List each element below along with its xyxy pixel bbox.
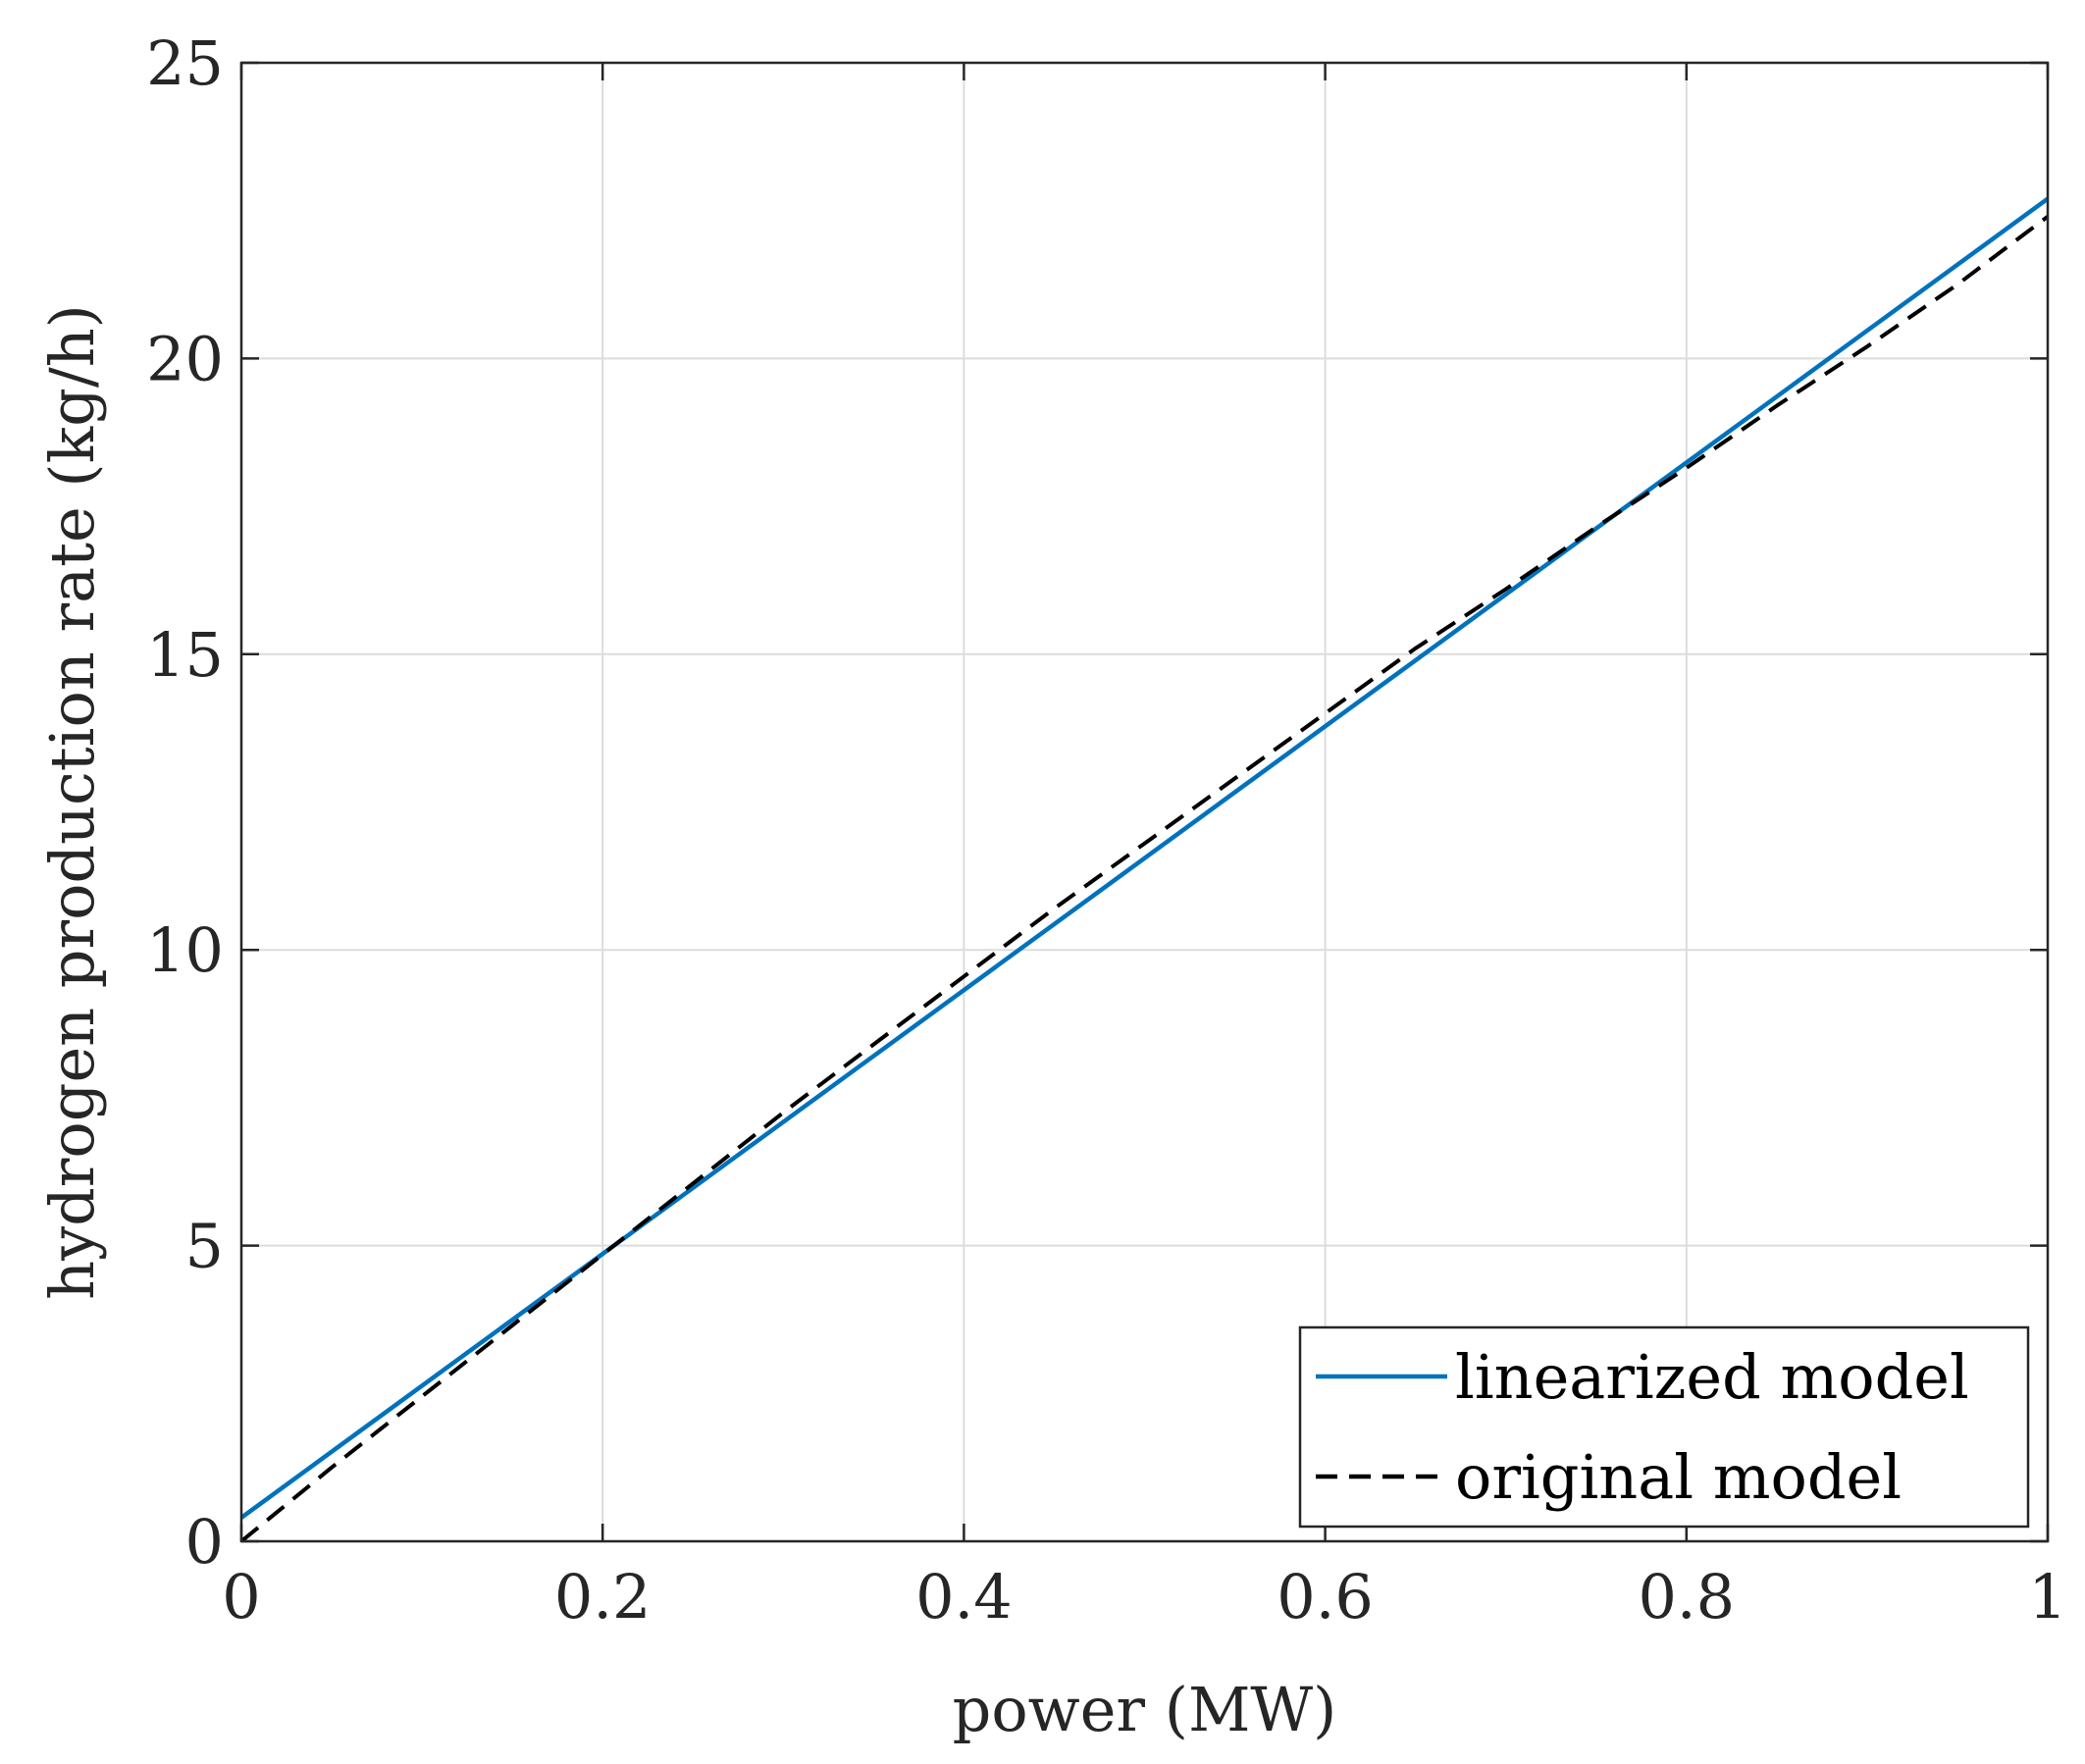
x-axis-label: power (MW) [953, 1674, 1337, 1745]
x-tick-label: 0.8 [1638, 1561, 1735, 1633]
y-tick-label: 15 [146, 619, 224, 691]
x-tick-label: 0 [222, 1561, 260, 1633]
legend-box [1298, 1325, 2030, 1529]
x-tick-label: 0.4 [915, 1561, 1013, 1633]
y-axis-label: hydrogen production rate (kg/h) [36, 304, 108, 1300]
legend: linearized model original model [1298, 1325, 2030, 1529]
legend-label: original model [1455, 1441, 1902, 1513]
y-tick-label: 5 [185, 1211, 224, 1282]
y-tick-label: 0 [185, 1506, 224, 1578]
y-tick-label: 10 [146, 914, 224, 986]
x-tick-label: 0.2 [554, 1561, 652, 1633]
y-tick-label: 20 [146, 323, 224, 394]
series-line-original-model [239, 215, 2050, 1543]
legend-label: linearized model [1455, 1341, 1969, 1413]
series-line-linearized-model [239, 196, 2050, 1520]
ticks [239, 61, 2050, 1543]
axes-box [239, 61, 2050, 1543]
x-tick-label: 0.6 [1277, 1561, 1374, 1633]
plot-area [241, 63, 2048, 1541]
series-layer [239, 196, 2050, 1543]
x-tick-label: 1 [2028, 1561, 2066, 1633]
y-tick-label: 25 [146, 27, 224, 99]
